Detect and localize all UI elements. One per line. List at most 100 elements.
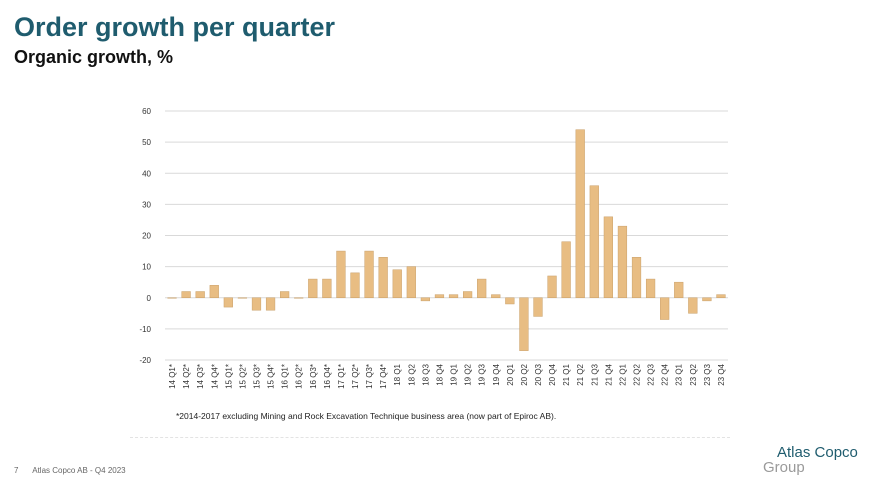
bar — [477, 278, 487, 299]
x-tick-label: 19 Q3 — [478, 363, 487, 385]
x-tick-label: 22 Q3 — [647, 363, 656, 385]
slide-footer: 7 Atlas Copco AB - Q4 2023 — [14, 466, 126, 475]
x-tick-label: 23 Q2 — [689, 363, 698, 385]
x-tick-label: 22 Q4 — [661, 363, 670, 385]
bar — [603, 216, 613, 298]
bar — [420, 297, 431, 302]
y-tick-label: 0 — [147, 294, 152, 303]
bar — [519, 297, 529, 351]
bar — [575, 129, 585, 298]
y-tick-label: -10 — [139, 325, 151, 334]
x-tick-label: 21 Q1 — [562, 363, 571, 385]
x-tick-label: 14 Q4* — [210, 364, 219, 389]
x-tick-label: 18 Q1 — [393, 363, 402, 385]
company-logo: Atlas Copco Group — [763, 444, 873, 478]
bar — [280, 291, 290, 298]
y-tick-label: 20 — [142, 232, 151, 241]
bar — [462, 291, 473, 298]
x-tick-label: 16 Q3* — [309, 364, 318, 389]
y-tick-label: 10 — [142, 263, 151, 272]
bar — [181, 291, 191, 298]
x-tick-label: 21 Q4 — [604, 363, 613, 385]
bar — [547, 275, 557, 298]
x-tick-label: 19 Q4 — [492, 363, 501, 385]
bar — [617, 225, 628, 299]
bar — [209, 285, 219, 298]
x-tick-label: 15 Q3* — [252, 364, 261, 389]
x-tick-label: 19 Q2 — [464, 363, 473, 385]
bar — [392, 269, 402, 298]
logo-line-1: Atlas Copco — [777, 444, 858, 461]
x-tick-label: 16 Q4* — [323, 364, 332, 389]
y-tick-label: 30 — [142, 200, 151, 209]
x-tick-label: 17 Q1* — [337, 364, 346, 389]
page-subtitle: Organic growth, % — [14, 47, 174, 67]
bar — [660, 297, 670, 320]
bar — [167, 297, 177, 299]
x-tick-label: 14 Q2* — [182, 364, 191, 389]
bar — [589, 185, 599, 298]
x-tick-label: 20 Q2 — [520, 363, 529, 385]
bar — [350, 272, 360, 299]
x-tick-label: 15 Q4* — [267, 364, 276, 389]
bar — [294, 297, 304, 299]
x-tick-label: 14 Q3* — [196, 364, 205, 389]
logo-line-2: Group — [763, 459, 805, 476]
x-tick-label: 20 Q1 — [506, 363, 515, 385]
bar — [336, 250, 346, 298]
x-tick-label: 23 Q3 — [703, 363, 712, 385]
bar — [702, 297, 712, 302]
bar — [434, 294, 445, 299]
chart-footnote: *2014-2017 excluding Mining and Rock Exc… — [176, 411, 557, 421]
x-tick-label: 16 Q1* — [281, 364, 290, 389]
y-tick-label: 40 — [142, 169, 151, 178]
x-tick-label: 15 Q1* — [224, 364, 233, 389]
x-tick-label: 17 Q3* — [365, 364, 374, 389]
bar — [491, 294, 501, 299]
x-tick-label: 23 Q1 — [675, 363, 684, 385]
bar — [674, 281, 684, 298]
bar — [533, 297, 543, 317]
footer-text: Atlas Copco AB - Q4 2023 — [32, 466, 126, 475]
bar — [561, 241, 571, 299]
x-tick-label: 18 Q3 — [421, 363, 430, 385]
order-growth-bar-chart: 60 50 40 30 20 10 0 -10 -20 14 Q1* 14 Q2* 14 Q3* 14 … — [139, 107, 728, 389]
bar — [364, 250, 374, 298]
x-tick-label: 22 Q2 — [633, 363, 642, 385]
x-tick-label: 18 Q2 — [407, 363, 416, 385]
y-tick-label: 50 — [142, 138, 151, 147]
bar — [378, 257, 388, 299]
y-tick-label: -20 — [139, 356, 151, 365]
x-tick-label: 21 Q3 — [590, 363, 599, 385]
x-tick-label: 22 Q1 — [618, 363, 627, 385]
x-tick-label: 16 Q2* — [295, 364, 304, 389]
x-tick-label: 19 Q1 — [450, 363, 459, 385]
x-tick-label: 20 Q4 — [548, 363, 557, 385]
x-tick-label: 21 Q2 — [576, 363, 585, 385]
page-title: Order growth per quarter — [14, 12, 336, 42]
x-tick-label: 18 Q4 — [435, 363, 444, 385]
bar — [406, 266, 416, 298]
x-tick-label: 20 Q3 — [534, 363, 543, 385]
x-tick-label: 15 Q2* — [238, 364, 247, 389]
y-tick-label: 60 — [142, 107, 151, 116]
page-number: 7 — [14, 466, 19, 475]
bar — [688, 297, 698, 314]
bar — [448, 294, 459, 299]
x-tick-label: 23 Q4 — [717, 363, 726, 385]
footer-divider — [130, 437, 730, 438]
x-tick-label: 14 Q1* — [168, 364, 177, 389]
bar — [265, 297, 276, 311]
bar — [308, 278, 318, 299]
x-tick-label: 17 Q4* — [379, 364, 388, 389]
bar — [645, 278, 656, 299]
bar — [631, 257, 642, 299]
bar — [505, 297, 515, 305]
bar — [195, 291, 205, 298]
bar — [251, 297, 262, 311]
bar — [716, 294, 726, 299]
bar — [223, 297, 233, 308]
bar — [322, 278, 332, 299]
x-tick-label: 17 Q2* — [351, 364, 360, 389]
bar — [237, 297, 248, 299]
